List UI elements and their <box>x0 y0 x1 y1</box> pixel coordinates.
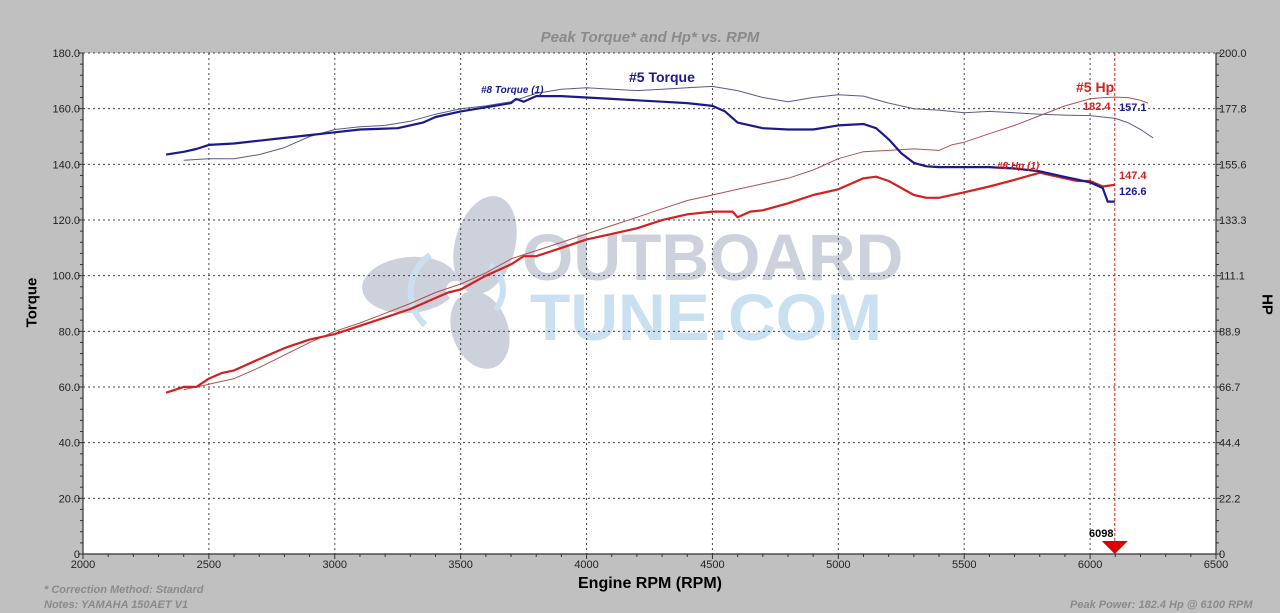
y-tick-label-left: 40.0 <box>59 438 80 450</box>
value-147-4: 147.4 <box>1119 170 1147 182</box>
watermark-line2: TUNE.COM <box>530 280 882 354</box>
y-tick-label-right: 66.7 <box>1219 382 1240 394</box>
plot-area <box>83 53 1216 554</box>
annotation-5-torque: #5 Torque <box>629 69 695 85</box>
cursor-rpm-label: 6098 <box>1089 528 1113 540</box>
y-tick-label-right: 200.0 <box>1219 48 1247 60</box>
watermark-line1: OUTBOARD <box>522 220 903 294</box>
y-tick-label-right: 44.4 <box>1219 438 1240 450</box>
value-126-6: 126.6 <box>1119 186 1147 198</box>
correction-note: * Correction Method: Standard <box>44 584 204 596</box>
y-axis-label-right: HP <box>1258 294 1276 315</box>
y-tick-label-left: 180.0 <box>52 48 80 60</box>
x-tick-label: 4000 <box>574 559 598 571</box>
y-tick-label-right: 177.8 <box>1219 104 1247 116</box>
series--8-torque-1- <box>183 85 1154 161</box>
y-tick-label-left: 60.0 <box>59 382 80 394</box>
y-tick-label-left: 80.0 <box>59 326 80 338</box>
y-axis-label-left: Torque <box>23 277 41 328</box>
x-tick-label: 2000 <box>71 559 95 571</box>
x-tick-label: 6500 <box>1204 559 1228 571</box>
y-tick-label-right: 133.3 <box>1219 215 1247 227</box>
value-182-4: 182.4 <box>1083 101 1111 113</box>
y-tick-label-left: 120.0 <box>52 215 80 227</box>
x-tick-label: 3000 <box>323 559 347 571</box>
x-tick-label: 5000 <box>826 559 850 571</box>
y-tick-label-right: 0 <box>1219 549 1225 561</box>
y-tick-label-right: 88.9 <box>1219 326 1240 338</box>
y-tick-label-left: 100.0 <box>52 271 80 283</box>
x-tick-label: 2500 <box>197 559 221 571</box>
y-tick-label-left: 140.0 <box>52 159 80 171</box>
chart-title: Peak Torque* and Hp* vs. RPM <box>540 29 760 46</box>
series--5-torque <box>165 94 1115 203</box>
x-tick-label: 6000 <box>1078 559 1102 571</box>
series--5-hp <box>165 171 1115 394</box>
value-157-1: 157.1 <box>1119 102 1147 114</box>
series--8-hp-1- <box>183 96 1149 391</box>
y-tick-label-right: 155.6 <box>1219 159 1247 171</box>
y-tick-label-left: 0 <box>74 549 80 561</box>
x-tick-label: 5500 <box>952 559 976 571</box>
peak-power-text: Peak Power: 182.4 Hp @ 6100 RPM <box>1070 599 1253 611</box>
annotation-8-hp: #8 Hp (1) <box>997 161 1040 172</box>
grid <box>83 52 1216 554</box>
y-tick-label-right: 111.1 <box>1219 271 1245 283</box>
x-axis-label: Engine RPM (RPM) <box>578 575 722 592</box>
annotation-5-hp: #5 Hp <box>1076 79 1114 95</box>
y-tick-label-right: 22.2 <box>1219 493 1240 505</box>
annotation-8-torque: #8 Torque (1) <box>481 85 544 96</box>
axes: 2000 2500 3000 3500 4000 4500 5000 5500 6000 6500… <box>52 48 1246 571</box>
annotations: #5 Torque #8 Torque (1) #5 Hp #8 Hp (1) 182.… <box>481 69 1147 554</box>
series-lines <box>165 53 1154 554</box>
x-tick-label: 3500 <box>448 559 472 571</box>
notes-text: Notes: YAMAHA 150AET V1 <box>44 599 189 611</box>
y-tick-label-left: 160.0 <box>52 104 80 116</box>
y-tick-label-left: 20.0 <box>59 493 80 505</box>
cursor-marker-icon[interactable] <box>1101 541 1128 554</box>
x-tick-label: 4500 <box>700 559 724 571</box>
